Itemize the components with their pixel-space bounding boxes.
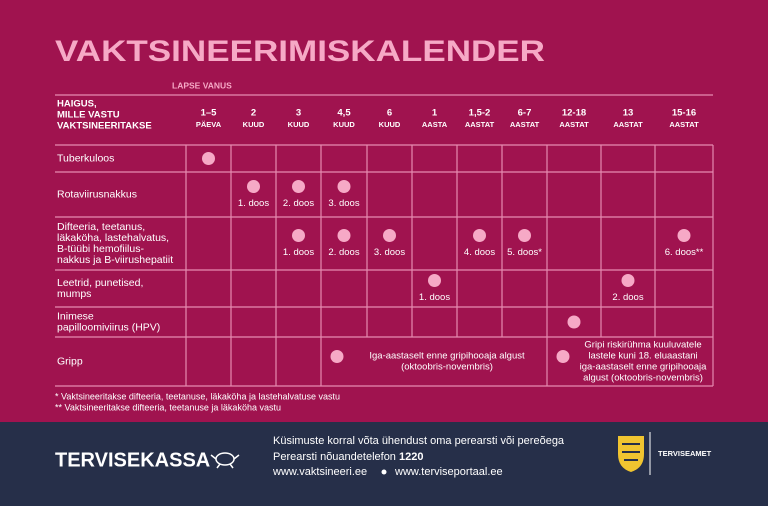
disease-name: nakkus ja B-viirushepatiit [57, 254, 173, 266]
age-top: 3 [296, 108, 301, 119]
disease-name: Gripp [57, 355, 83, 367]
disease-name: mumps [57, 288, 91, 300]
dose-label: 4. doos [464, 247, 495, 258]
dose-dot [202, 152, 215, 165]
partner: TERVISEAMET [658, 449, 712, 458]
header-label: MILLE VASTU [57, 110, 120, 121]
age-top: 1,5-2 [469, 108, 491, 119]
dose-dot [292, 180, 305, 193]
header-label: VAKTSINEERITAKSE [57, 121, 152, 132]
header-label: HAIGUS, [57, 99, 97, 110]
disease-name: Difteeria, teetanus, [57, 221, 145, 233]
age-label: LAPSE VANUS [172, 80, 232, 90]
footnote: ** Vaktsineeritakse difteeria, teetanuse… [55, 402, 281, 412]
contact-text: Küsimuste korral võta ühendust oma perea… [273, 435, 565, 447]
age-bottom: AASTAT [510, 120, 540, 129]
dose-label: 1. doos [238, 198, 269, 209]
dose-note: algust (oktoobris-novembris) [583, 373, 703, 384]
dose-note: (oktoobris-novembris) [401, 362, 493, 373]
dose-label: 2. doos [283, 198, 314, 209]
phone-number: 1220 [399, 451, 423, 463]
dose-dot [337, 229, 351, 242]
dose-dot [247, 180, 260, 193]
dose-label: 1. doos [283, 247, 314, 258]
brand: TERVISEKASSA [55, 449, 210, 471]
age-bottom: AASTAT [613, 120, 643, 129]
title: VAKTSINEERIMISKALENDER [55, 35, 545, 68]
brand-logo [210, 452, 240, 469]
age-top: 6 [387, 108, 392, 119]
background [0, 0, 768, 422]
age-top: 15-16 [672, 108, 696, 119]
age-top: 2 [251, 108, 256, 119]
age-top: 13 [623, 108, 634, 119]
disease-name: papilloomiviirus (HPV) [57, 321, 160, 333]
dose-dot [621, 274, 635, 287]
dose-note: lastele kuni 18. eluaastani [588, 351, 697, 362]
dose-label: 3. doos [374, 247, 405, 258]
dose-label: 6. doos** [665, 247, 704, 258]
age-top: 6-7 [518, 108, 532, 119]
coat-of-arms-lions [622, 443, 640, 461]
dose-label: 5. doos* [507, 247, 542, 258]
dose-note: iga-aastaselt enne gripihooaja [580, 362, 707, 373]
age-bottom: PÄEVA [196, 120, 222, 129]
dose-dot [330, 350, 344, 363]
dose-label: 1. doos [419, 292, 450, 303]
phone-label: Perearsti nõuandetelefon [273, 451, 396, 463]
dose-dot [518, 229, 531, 242]
dose-dot [337, 180, 351, 193]
age-top: 1 [432, 108, 438, 119]
separator [381, 469, 387, 475]
age-bottom: AASTAT [465, 120, 495, 129]
dose-dot [383, 229, 396, 242]
website: www.terviseportaal.ee [394, 466, 503, 478]
disease-name: Inimese [57, 310, 94, 322]
dose-label: 3. doos [328, 198, 359, 209]
age-bottom: AASTAT [559, 120, 589, 129]
age-bottom: KUUD [288, 120, 310, 129]
footnote: * Vaktsineeritakse difteeria, teetanuse,… [55, 391, 340, 401]
dose-dot [473, 229, 486, 242]
age-bottom: KUUD [379, 120, 401, 129]
disease-name: Tuberkuloos [57, 152, 114, 164]
dose-label: 2. doos [612, 292, 643, 303]
age-bottom: AASTAT [669, 120, 699, 129]
age-top: 4,5 [337, 108, 351, 119]
age-top: 12-18 [562, 108, 586, 119]
phone-line: Perearsti nõuandetelefon 1220 [273, 451, 423, 463]
website: www.vaktsineeri.ee [272, 466, 367, 478]
age-bottom: KUUD [333, 120, 355, 129]
dose-note: Gripi riskirühma kuuluvatele [584, 340, 701, 351]
dose-label: 2. doos [328, 247, 359, 258]
disease-name: läkaköha, lastehalvatus, [57, 232, 169, 244]
dose-dot [677, 229, 691, 242]
dose-dot [567, 315, 581, 329]
age-top: 1–5 [201, 108, 218, 119]
dose-dot [428, 274, 441, 287]
disease-name: B-tüübi hemofiilus- [57, 243, 144, 255]
dose-dot [556, 350, 570, 363]
dose-dot [292, 229, 305, 242]
disease-name: Rotaviirusnakkus [57, 188, 137, 200]
disease-name: Leetrid, punetised, [57, 277, 143, 289]
age-bottom: AASTA [422, 120, 448, 129]
dose-note: Iga-aastaselt enne gripihooaja algust [369, 351, 525, 362]
age-bottom: KUUD [243, 120, 265, 129]
